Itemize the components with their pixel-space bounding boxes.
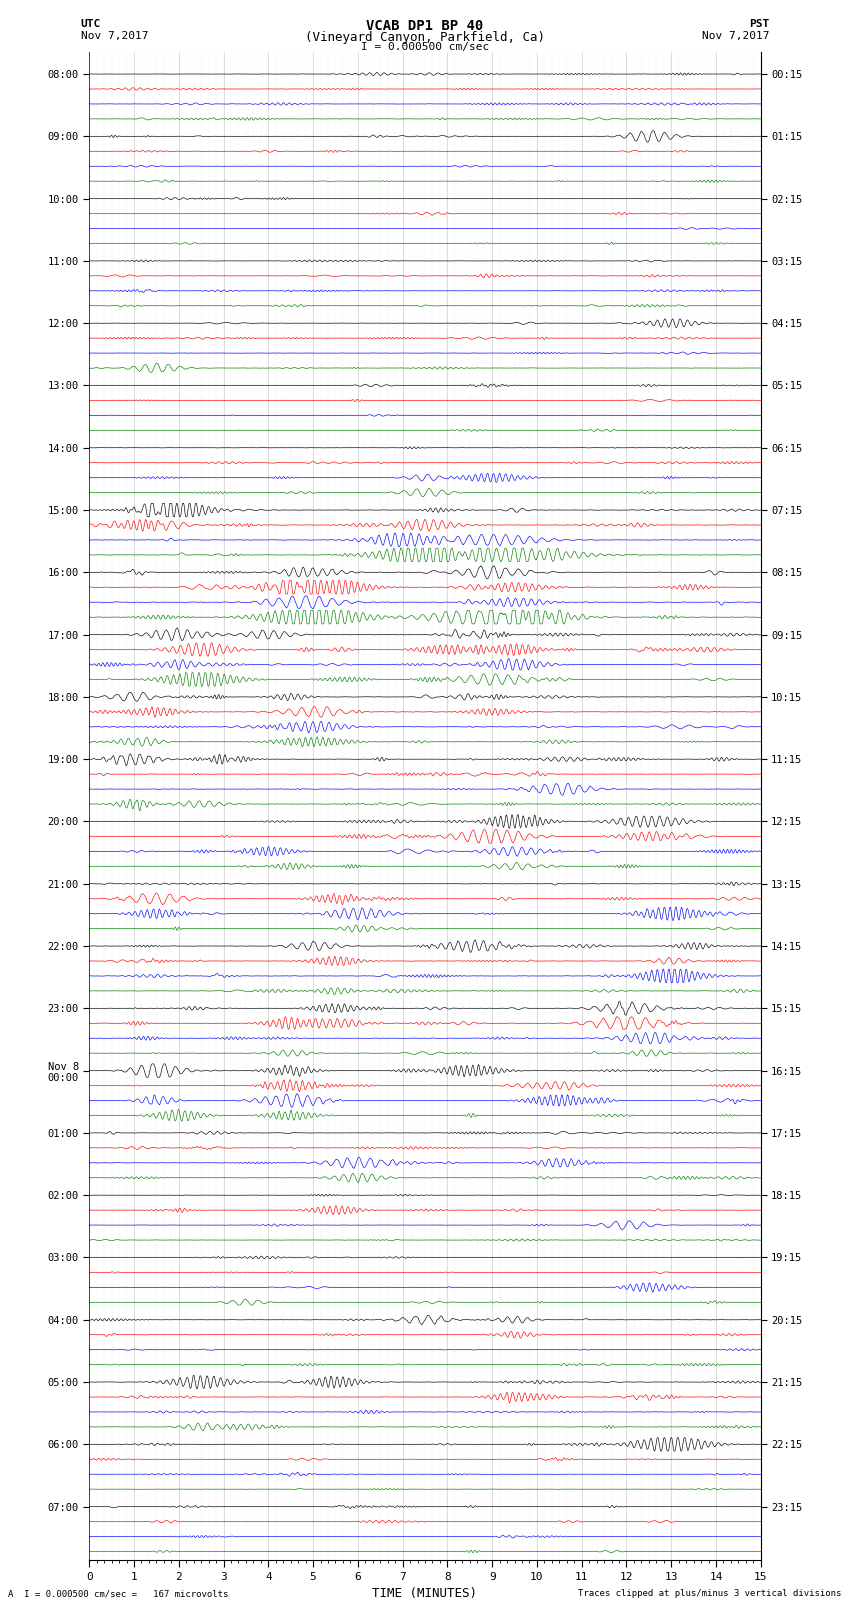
Text: Nov 7,2017: Nov 7,2017 xyxy=(81,31,148,40)
Text: UTC: UTC xyxy=(81,19,101,29)
Text: PST: PST xyxy=(749,19,769,29)
Text: I = 0.000500 cm/sec: I = 0.000500 cm/sec xyxy=(361,42,489,52)
Text: VCAB DP1 BP 40: VCAB DP1 BP 40 xyxy=(366,19,484,34)
X-axis label: TIME (MINUTES): TIME (MINUTES) xyxy=(372,1587,478,1600)
Text: A  I = 0.000500 cm/sec =   167 microvolts: A I = 0.000500 cm/sec = 167 microvolts xyxy=(8,1589,229,1598)
Text: Traces clipped at plus/minus 3 vertical divisions: Traces clipped at plus/minus 3 vertical … xyxy=(578,1589,842,1598)
Text: (Vineyard Canyon, Parkfield, Ca): (Vineyard Canyon, Parkfield, Ca) xyxy=(305,31,545,44)
Text: Nov 7,2017: Nov 7,2017 xyxy=(702,31,769,40)
